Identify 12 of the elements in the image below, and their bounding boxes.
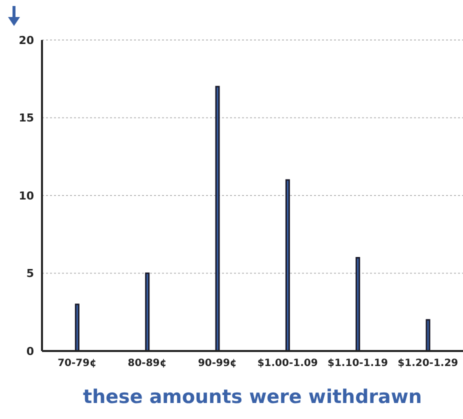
x-tick-label: $1.00-1.09 bbox=[257, 358, 318, 370]
x-tick-label: $1.20-1.29 bbox=[398, 358, 458, 370]
y-tick-label: 10 bbox=[18, 189, 34, 202]
x-axis-title: these amounts were withdrawn bbox=[83, 386, 422, 408]
x-tick-label: 70-79¢ bbox=[58, 358, 97, 370]
y-tick-label: 15 bbox=[18, 112, 34, 125]
x-tick-label: $1.10-1.19 bbox=[328, 358, 388, 370]
y-tick-label: 20 bbox=[18, 34, 34, 47]
y-tick-label: 5 bbox=[26, 267, 34, 280]
x-tick-label: 80-89¢ bbox=[128, 358, 167, 370]
x-tick-label: 90-99¢ bbox=[198, 358, 237, 370]
y-tick-label: 0 bbox=[26, 344, 34, 358]
